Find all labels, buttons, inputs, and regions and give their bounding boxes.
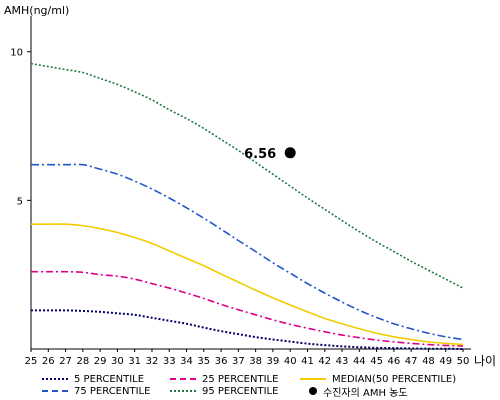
x-tick-label: 34 bbox=[180, 356, 193, 367]
x-tick-label: 50 bbox=[457, 356, 470, 367]
curve-25-percentile bbox=[31, 270, 464, 347]
legend-item-median: MEDIAN(50 PERCENTILE) bbox=[300, 373, 456, 385]
x-tick-label: 45 bbox=[370, 356, 383, 367]
x-tick-label: 25 bbox=[25, 356, 38, 367]
x-tick-label: 42 bbox=[318, 356, 331, 367]
patient-value-label: 6.56 bbox=[244, 147, 276, 162]
x-tick-label: 31 bbox=[128, 356, 141, 367]
curve-5-percentile bbox=[31, 309, 464, 350]
x-tick-label: 39 bbox=[267, 356, 280, 367]
curve-75-percentile bbox=[31, 163, 464, 341]
legend-item-5-percentile: 5 PERCENTILE bbox=[42, 373, 144, 385]
x-tick-label: 47 bbox=[405, 356, 418, 367]
legend-swatch-95-percentile bbox=[170, 390, 196, 392]
x-tick-label: 27 bbox=[59, 356, 72, 367]
x-tick-label: 28 bbox=[76, 356, 89, 367]
legend-dot-patient bbox=[309, 387, 317, 395]
patient-marker: 6.56 bbox=[244, 147, 296, 162]
legend-swatch-median bbox=[300, 378, 326, 380]
legend-item-25-percentile: 25 PERCENTILE bbox=[170, 373, 278, 385]
y-tick-label: 10 bbox=[10, 48, 23, 59]
legend-label-25-percentile: 25 PERCENTILE bbox=[202, 373, 279, 385]
x-tick-label: 37 bbox=[232, 356, 245, 367]
x-tick-label: 33 bbox=[163, 356, 176, 367]
legend-swatch-5-percentile bbox=[42, 378, 68, 380]
x-tick-label: 48 bbox=[422, 356, 435, 367]
x-tick-label: 36 bbox=[215, 356, 228, 367]
x-tick-label: 46 bbox=[388, 356, 401, 367]
legend-swatch-75-percentile bbox=[42, 390, 68, 392]
y-tick-label: 5 bbox=[17, 196, 23, 207]
legend-label-5-percentile: 5 PERCENTILE bbox=[74, 373, 145, 385]
legend-item-75-percentile: 75 PERCENTILE bbox=[42, 385, 150, 397]
x-tick-label: 41 bbox=[301, 356, 314, 367]
legend-item-95-percentile: 95 PERCENTILE bbox=[170, 385, 278, 397]
x-axis-label: 나이 bbox=[474, 354, 496, 368]
x-tick-label: 43 bbox=[336, 356, 349, 367]
axes: 25 26 27 28 29 30 31 32 33 34 35 36 37 38 39 40 41 42 43 44… bbox=[10, 16, 471, 367]
x-tick-label: 26 bbox=[42, 356, 55, 367]
x-tick-label: 30 bbox=[111, 356, 124, 367]
legend-label-patient: 수진자의 AMH 농도 bbox=[323, 387, 408, 399]
legend: 5 PERCENTILE 25 PERCENTILE MEDIAN(50 PER… bbox=[0, 370, 500, 400]
x-tick-label: 29 bbox=[94, 356, 107, 367]
percentile-curves bbox=[30, 62, 464, 350]
legend-label-75-percentile: 75 PERCENTILE bbox=[74, 385, 151, 397]
patient-point bbox=[284, 147, 296, 159]
x-tick-label: 49 bbox=[439, 356, 452, 367]
legend-item-patient: 수진자의 AMH 농도 bbox=[300, 385, 408, 399]
legend-label-median: MEDIAN(50 PERCENTILE) bbox=[332, 373, 457, 385]
x-tick-label: 44 bbox=[353, 356, 366, 367]
legend-label-95-percentile: 95 PERCENTILE bbox=[202, 385, 279, 397]
x-tick-label: 35 bbox=[197, 356, 210, 367]
x-tick-label: 32 bbox=[146, 356, 159, 367]
x-tick-label: 40 bbox=[284, 356, 297, 367]
curve-median-50-percentile bbox=[31, 223, 464, 346]
curve-95-percentile bbox=[30, 62, 464, 289]
y-axis-label: AMH(ng/ml) bbox=[4, 4, 69, 17]
x-tick-label: 38 bbox=[249, 356, 262, 367]
legend-swatch-25-percentile bbox=[170, 378, 196, 380]
